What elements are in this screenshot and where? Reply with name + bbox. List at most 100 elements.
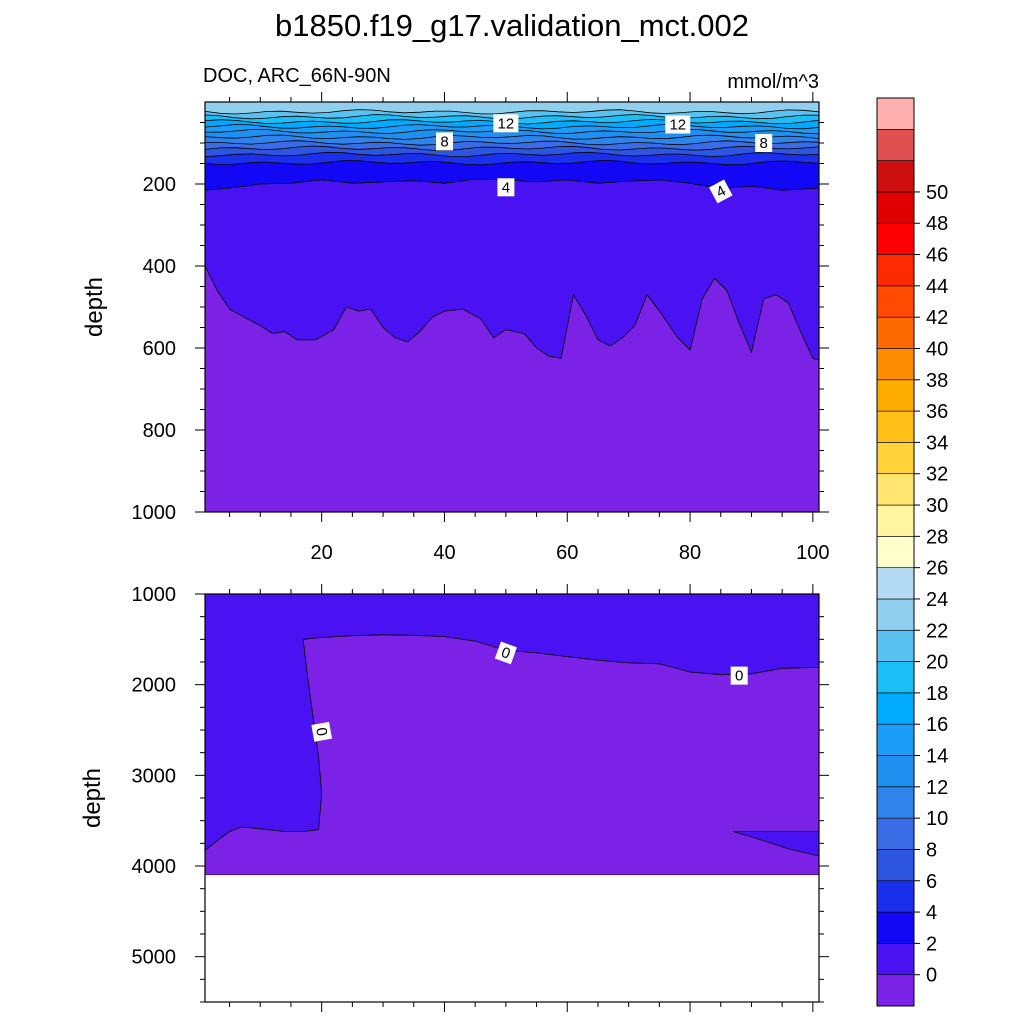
contour-label-text: 8 xyxy=(440,133,448,150)
contour-label: 0 xyxy=(494,641,517,665)
x-tick-label: 40 xyxy=(433,542,455,564)
colorbar-label: 6 xyxy=(926,871,937,893)
y-tick-label: 1000 xyxy=(132,584,177,606)
contour-label-text: 12 xyxy=(669,117,686,134)
colorbar-label: 36 xyxy=(926,401,948,423)
colorbar-label: 14 xyxy=(926,746,948,768)
upper-ticks: 20 40 60 80 100 200 400 600 800 1000 xyxy=(132,92,830,564)
contour-label-text: 12 xyxy=(498,115,515,132)
y-tick-label: 4000 xyxy=(132,856,177,878)
y-tick-label: 800 xyxy=(143,420,176,442)
colorbar-label: 46 xyxy=(926,245,948,267)
colorbar-swatch xyxy=(876,661,915,694)
y-tick-label: 200 xyxy=(143,174,176,196)
upper-contour-labels: 12 12 8 8 4 4 xyxy=(436,114,773,204)
contour-label-bg xyxy=(436,132,453,151)
contour-label-bg xyxy=(665,115,691,134)
contour-label-bg xyxy=(755,134,773,152)
colorbar-label: 10 xyxy=(926,808,948,830)
colorbar-swatch xyxy=(876,254,915,287)
colorbar-label: 40 xyxy=(926,339,948,361)
contour-label-bg xyxy=(493,114,519,133)
y-tick-label: 5000 xyxy=(132,947,177,969)
contour-label-bg xyxy=(497,178,515,197)
colorbar-swatch xyxy=(876,692,915,725)
colorbar-swatch xyxy=(876,97,915,130)
colorbar-swatch xyxy=(876,504,915,537)
colorbar-swatch xyxy=(876,755,915,788)
units-label: mmol/m^3 xyxy=(727,71,819,93)
fill-band-shallow-9 xyxy=(205,102,819,115)
x-tick-label: 20 xyxy=(311,542,333,564)
colorbar-swatch xyxy=(876,191,915,224)
colorbar-swatch xyxy=(876,316,915,349)
contour-label-text: 4 xyxy=(502,179,510,196)
contour-label: 0 xyxy=(730,666,748,685)
colorbar-swatch xyxy=(876,567,915,600)
colorbar-swatch xyxy=(876,974,915,1007)
x-tick-label: 80 xyxy=(679,542,701,564)
colorbar-swatch xyxy=(876,598,915,631)
colorbar-label: 34 xyxy=(926,432,948,454)
contour-label: 4 xyxy=(709,179,733,204)
figure-title: b1850.f19_g17.validation_mct.002 xyxy=(275,8,749,43)
x-tick-label: 60 xyxy=(556,542,578,564)
colorbar-label: 44 xyxy=(926,276,948,298)
seafloor-mask xyxy=(205,875,819,1002)
colorbar-swatch xyxy=(876,222,915,255)
colorbar-label: 42 xyxy=(926,307,948,329)
colorbar-swatch xyxy=(876,410,915,443)
left-subtitle: DOC, ARC_66N-90N xyxy=(203,65,391,87)
contour-label-bg xyxy=(730,666,748,685)
y-tick-label: 600 xyxy=(143,338,176,360)
colorbar-label: 26 xyxy=(926,558,948,580)
colorbar-label: 18 xyxy=(926,683,948,705)
colorbar-swatch xyxy=(876,943,915,975)
colorbar-swatch xyxy=(876,285,915,318)
colorbar-swatch xyxy=(876,473,915,506)
lower-contour-fill xyxy=(205,594,819,1002)
contour-label: 0 xyxy=(311,721,333,742)
lower-ticks: 1000 2000 3000 4000 5000 xyxy=(132,584,829,1012)
colorbar-label: 30 xyxy=(926,495,948,517)
contour-label: 8 xyxy=(436,132,453,151)
colorbar-label: 2 xyxy=(926,933,937,955)
colorbar-swatch xyxy=(876,723,915,756)
upper-panel: 12 12 8 8 4 4 20 40 60 80 100 200 400 600 800 1000 dep… xyxy=(81,92,830,564)
lower-contour-labels: 0 0 0 xyxy=(311,641,748,742)
colorbar-swatch xyxy=(876,348,915,381)
contour-label: 8 xyxy=(755,134,773,152)
fill-band-below-zero xyxy=(205,634,819,876)
colorbar-swatch xyxy=(876,911,915,944)
contour-label-text: 8 xyxy=(760,135,768,152)
colorbar-swatch xyxy=(876,629,915,662)
x-tick-label: 100 xyxy=(796,542,829,564)
upper-y-axis-label: depth xyxy=(81,277,108,337)
contour-label-bg xyxy=(494,641,517,665)
colorbar-label: 38 xyxy=(926,370,948,392)
contour-label-text: 0 xyxy=(735,668,743,685)
colorbar: 0246810121416182022242628303234363840424… xyxy=(876,97,948,1007)
colorbar-swatch xyxy=(876,160,915,193)
y-tick-label: 2000 xyxy=(132,675,177,697)
colorbar-label: 16 xyxy=(926,714,948,736)
y-tick-label: 1000 xyxy=(132,502,177,524)
fill-band-east-patch xyxy=(732,831,819,857)
colorbar-label: 32 xyxy=(926,464,948,486)
colorbar-frame xyxy=(876,97,915,1007)
contour-label: 4 xyxy=(497,178,515,197)
colorbar-label: 12 xyxy=(926,777,948,799)
colorbar-label: 50 xyxy=(926,182,948,204)
lower-panel: 0 0 0 1000 2000 3000 4000 5000 depth xyxy=(79,584,829,1012)
colorbar-swatch xyxy=(876,786,915,819)
upper-contour-fill xyxy=(205,102,819,512)
colorbar-label: 0 xyxy=(926,965,937,987)
colorbar-label: 48 xyxy=(926,213,948,235)
colorbar-swatch xyxy=(876,379,915,412)
colorbar-label: 4 xyxy=(926,902,937,924)
colorbar-swatch xyxy=(876,817,915,850)
contour-label: 12 xyxy=(665,115,691,134)
colorbar-swatch xyxy=(876,849,915,882)
colorbar-swatch xyxy=(876,129,915,161)
